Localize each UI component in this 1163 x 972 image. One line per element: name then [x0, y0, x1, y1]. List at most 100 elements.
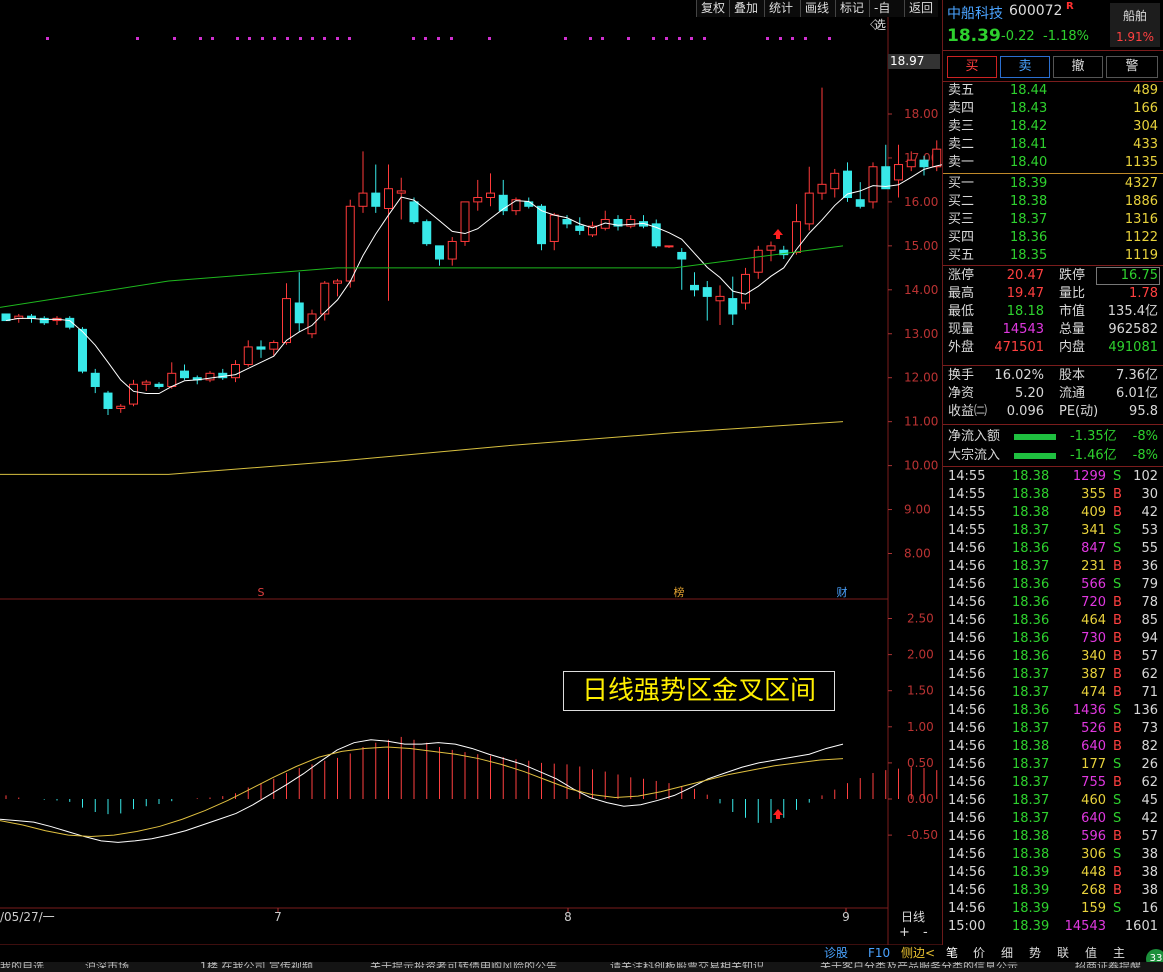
flow-pct: -8%: [1132, 448, 1158, 463]
candle-body: [855, 199, 865, 207]
orderbook-row[interactable]: 买五 18.35 1119: [943, 247, 1163, 265]
tick-row: 14:56 18.38 306 S 38: [943, 846, 1163, 864]
orderbook-row[interactable]: 卖二 18.41 433: [943, 136, 1163, 154]
detail-tab[interactable]: 笔: [946, 946, 959, 960]
tick-time: 14:56: [948, 883, 986, 898]
tick-price: 18.38: [1012, 487, 1050, 502]
tick-count: 30: [1141, 487, 1158, 502]
level-price: 18.36: [1010, 230, 1048, 245]
kline-chart[interactable]: 18.0017.0016.0015.0014.0013.0012.0011.00…: [0, 0, 942, 945]
detail-tab[interactable]: 联: [1057, 946, 1070, 960]
signal-dot: [437, 37, 440, 40]
status-item[interactable]: 1楼 在我公司 宣传视频: [200, 962, 313, 968]
candle-body: [435, 245, 444, 260]
orderbook-row[interactable]: 买一 18.39 4327: [943, 175, 1163, 193]
quote-panel: 中船科技 600072 R 18.39 -0.22 -1.18% 船舶 1.91…: [942, 0, 1163, 945]
tick-count: 102: [1133, 469, 1158, 484]
stat-pe_l: PE(动): [1059, 404, 1099, 419]
level-label: 卖一: [948, 155, 975, 170]
detail-tab[interactable]: 价: [973, 946, 986, 960]
status-item[interactable]: 沪深市场: [85, 962, 129, 968]
sector-box[interactable]: 船舶 1.91%: [1110, 3, 1160, 47]
flow-row: 净流入额 -1.35亿 -8%: [943, 428, 1163, 446]
signal-dot: [589, 37, 592, 40]
candle-body: [396, 190, 406, 194]
tick-time: 14:56: [948, 613, 986, 628]
tick-volume: 387: [1081, 667, 1106, 682]
stat-nav_l: 净资: [948, 386, 975, 401]
candle-body: [651, 223, 661, 247]
detail-tab[interactable]: 细: [1001, 946, 1014, 960]
detail-tab[interactable]: 势: [1029, 946, 1042, 960]
orderbook-row[interactable]: 卖三 18.42 304: [943, 118, 1163, 136]
detail-tab[interactable]: 主: [1113, 946, 1126, 960]
candle-body: [537, 205, 546, 245]
status-item[interactable]: 我的自选: [0, 962, 44, 968]
orderbook-row[interactable]: 买二 18.38 1886: [943, 193, 1163, 211]
tick-count: 57: [1141, 649, 1158, 664]
sell-button[interactable]: 卖: [1000, 56, 1050, 78]
diagnose-tab[interactable]: 诊股: [824, 946, 849, 960]
status-item[interactable]: 请关注科创板股票交易相关知识: [610, 962, 764, 968]
toolbar-item[interactable]: 复权: [696, 0, 729, 17]
sidebar-toggle[interactable]: 侧边<: [901, 946, 936, 960]
tick-time: 14:56: [948, 577, 986, 592]
signal-dot: [627, 37, 630, 40]
tick-side: S: [1113, 847, 1122, 862]
candle-body: [843, 170, 852, 199]
f10-tab[interactable]: F10: [868, 946, 891, 960]
candle-body: [282, 298, 291, 344]
period-label[interactable]: 日线: [901, 910, 926, 924]
toolbar-item[interactable]: 返回: [904, 0, 938, 17]
signal-dot: [236, 37, 239, 40]
cancel-order-button[interactable]: 撤: [1053, 56, 1103, 78]
toolbar-item[interactable]: 统计: [764, 0, 800, 17]
level-label: 卖三: [948, 119, 975, 134]
candle-body: [409, 201, 419, 223]
candle-body: [422, 221, 432, 245]
orderbook-row[interactable]: 卖五 18.44 489: [943, 82, 1163, 100]
zoom-out-button[interactable]: -: [923, 925, 928, 940]
stat-float_l: 流通: [1059, 386, 1086, 401]
status-item[interactable]: 招商证券提醒: [1075, 962, 1141, 968]
tick-price: 18.37: [1012, 811, 1050, 826]
orderbook-row[interactable]: 卖四 18.43 166: [943, 100, 1163, 118]
diamond-icon[interactable]: ◇: [870, 16, 881, 32]
tick-side: B: [1113, 649, 1122, 664]
tick-count: 62: [1141, 775, 1158, 790]
date-label: 9: [842, 910, 850, 924]
stat-vol_ratio: 1.78: [1129, 286, 1158, 301]
candle-body: [511, 199, 521, 212]
toolbar-item[interactable]: -自选: [869, 0, 904, 32]
candle-body: [779, 249, 789, 256]
buy-button[interactable]: 买: [947, 56, 997, 78]
stock-price: 18.39: [947, 26, 1001, 46]
toolbar-item[interactable]: 画线: [800, 0, 835, 17]
orderbook-row[interactable]: 买三 18.37 1316: [943, 211, 1163, 229]
orderbook-row[interactable]: 买四 18.36 1122: [943, 229, 1163, 247]
tick-row: 14:55 18.37 341 S 53: [943, 522, 1163, 540]
detail-tab[interactable]: 值: [1085, 946, 1098, 960]
tick-volume: 847: [1081, 541, 1106, 556]
signal-dot: [173, 37, 176, 40]
price-tick-label: 14.00: [904, 283, 938, 297]
level-label: 卖五: [948, 83, 975, 98]
orderbook-row[interactable]: 卖一 18.40 1135: [943, 154, 1163, 172]
candle-body: [333, 280, 342, 284]
tick-row: 14:55 18.38 355 B 30: [943, 486, 1163, 504]
status-item[interactable]: 关于提示投资者可转债申购风险的公告: [370, 962, 557, 968]
candle-body: [103, 392, 113, 409]
alert-button[interactable]: 警: [1106, 56, 1158, 78]
tick-volume: 474: [1081, 685, 1106, 700]
stat-limit_down: 16.75: [1120, 268, 1158, 283]
tick-time: 14:55: [948, 487, 986, 502]
status-item[interactable]: 关于客户分类及产品服务分类的信息公示: [820, 962, 1018, 968]
tick-time: 14:56: [948, 703, 986, 718]
zoom-in-button[interactable]: +: [899, 925, 910, 940]
toolbar-item[interactable]: 标记: [835, 0, 869, 17]
tick-time: 14:56: [948, 559, 986, 574]
toolbar-item[interactable]: 叠加: [729, 0, 764, 17]
signal-dot: [412, 37, 415, 40]
candle-body: [932, 148, 942, 168]
stat-mkt_cap_l: 市值: [1059, 304, 1086, 319]
